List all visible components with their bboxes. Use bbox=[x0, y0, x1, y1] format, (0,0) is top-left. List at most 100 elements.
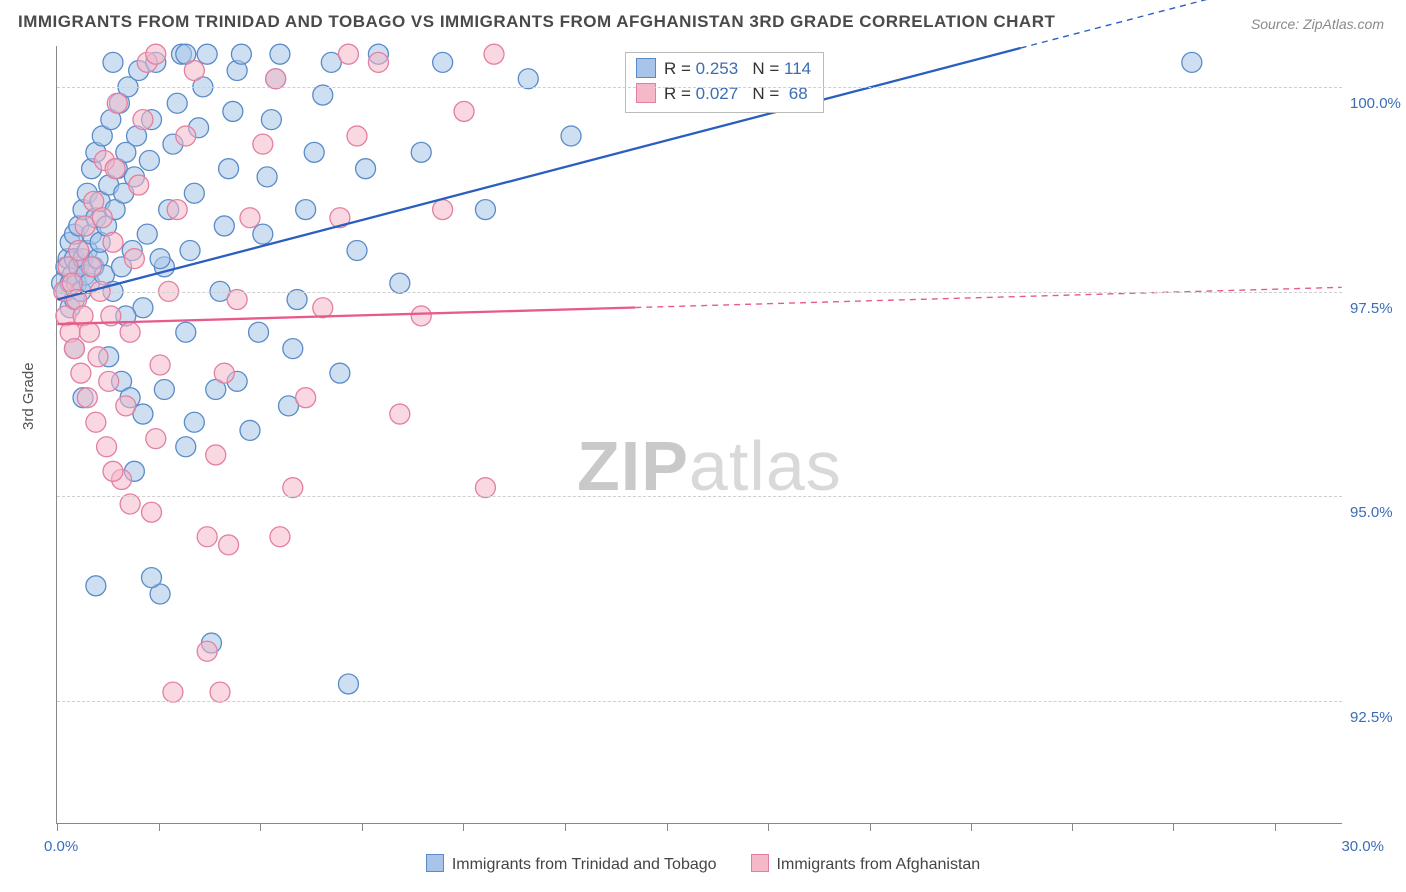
scatter-point bbox=[411, 306, 431, 326]
x-tick bbox=[362, 823, 363, 831]
scatter-point bbox=[163, 682, 183, 702]
scatter-point bbox=[180, 240, 200, 260]
scatter-point bbox=[433, 200, 453, 220]
scatter-point bbox=[184, 61, 204, 81]
scatter-point bbox=[137, 224, 157, 244]
stats-row: R = 0.253 N = 114 bbox=[636, 57, 811, 82]
scatter-point bbox=[433, 52, 453, 72]
stats-text: R = 0.253 N = 114 bbox=[664, 59, 811, 78]
scatter-point bbox=[88, 347, 108, 367]
scatter-point bbox=[219, 535, 239, 555]
scatter-point bbox=[253, 224, 273, 244]
scatter-point bbox=[283, 478, 303, 498]
y-tick-label: 92.5% bbox=[1350, 709, 1402, 726]
scatter-point bbox=[390, 404, 410, 424]
scatter-point bbox=[270, 44, 290, 64]
scatter-point bbox=[184, 412, 204, 432]
scatter-point bbox=[146, 44, 166, 64]
gridline-h bbox=[57, 701, 1342, 702]
scatter-point bbox=[368, 52, 388, 72]
x-tick bbox=[768, 823, 769, 831]
scatter-point bbox=[176, 437, 196, 457]
scatter-point bbox=[150, 249, 170, 269]
x-tick bbox=[1173, 823, 1174, 831]
scatter-point bbox=[197, 527, 217, 547]
chart-svg bbox=[57, 46, 1342, 823]
scatter-point bbox=[69, 240, 89, 260]
scatter-point bbox=[231, 44, 251, 64]
scatter-point bbox=[124, 249, 144, 269]
x-tick bbox=[463, 823, 464, 831]
scatter-point bbox=[150, 355, 170, 375]
legend-swatch bbox=[426, 854, 444, 872]
scatter-point bbox=[167, 200, 187, 220]
legend-item: Immigrants from Trinidad and Tobago bbox=[426, 854, 717, 874]
scatter-point bbox=[82, 257, 102, 277]
scatter-point bbox=[167, 93, 187, 113]
scatter-point bbox=[64, 339, 84, 359]
scatter-point bbox=[103, 52, 123, 72]
legend-label: Immigrants from Trinidad and Tobago bbox=[452, 856, 717, 873]
scatter-point bbox=[86, 412, 106, 432]
stats-row: R = 0.027 N = 68 bbox=[636, 82, 811, 107]
scatter-point bbox=[283, 339, 303, 359]
scatter-point bbox=[1182, 52, 1202, 72]
scatter-point bbox=[219, 159, 239, 179]
x-tick bbox=[1072, 823, 1073, 831]
x-tick bbox=[870, 823, 871, 831]
gridline-h bbox=[57, 496, 1342, 497]
y-axis-label: 3rd Grade bbox=[20, 362, 37, 430]
scatter-point bbox=[146, 429, 166, 449]
x-tick bbox=[57, 823, 58, 831]
scatter-point bbox=[214, 363, 234, 383]
scatter-point bbox=[184, 183, 204, 203]
scatter-point bbox=[103, 461, 123, 481]
x-tick bbox=[565, 823, 566, 831]
scatter-point bbox=[97, 437, 117, 457]
scatter-point bbox=[240, 420, 260, 440]
legend-swatch bbox=[636, 58, 656, 78]
scatter-point bbox=[484, 44, 504, 64]
scatter-point bbox=[133, 110, 153, 130]
scatter-point bbox=[270, 527, 290, 547]
scatter-point bbox=[338, 674, 358, 694]
scatter-point bbox=[347, 240, 367, 260]
y-tick-label: 100.0% bbox=[1350, 95, 1402, 112]
x-tick bbox=[1275, 823, 1276, 831]
scatter-point bbox=[103, 232, 123, 252]
scatter-point bbox=[296, 388, 316, 408]
scatter-point bbox=[176, 322, 196, 342]
scatter-point bbox=[107, 93, 127, 113]
scatter-point bbox=[266, 69, 286, 89]
scatter-point bbox=[86, 576, 106, 596]
scatter-point bbox=[142, 568, 162, 588]
scatter-point bbox=[356, 159, 376, 179]
scatter-point bbox=[129, 175, 149, 195]
scatter-point bbox=[296, 200, 316, 220]
scatter-point bbox=[257, 167, 277, 187]
scatter-point bbox=[561, 126, 581, 146]
scatter-point bbox=[142, 502, 162, 522]
scatter-point bbox=[253, 134, 273, 154]
x-tick bbox=[667, 823, 668, 831]
scatter-point bbox=[411, 142, 431, 162]
scatter-point bbox=[338, 44, 358, 64]
chart-title: IMMIGRANTS FROM TRINIDAD AND TOBAGO VS I… bbox=[18, 12, 1055, 32]
scatter-point bbox=[313, 85, 333, 105]
scatter-point bbox=[454, 101, 474, 121]
y-tick-label: 97.5% bbox=[1350, 300, 1402, 317]
x-tick bbox=[971, 823, 972, 831]
scatter-point bbox=[304, 142, 324, 162]
scatter-point bbox=[79, 322, 99, 342]
scatter-point bbox=[347, 126, 367, 146]
x-axis-max-label: 30.0% bbox=[1341, 838, 1384, 855]
scatter-point bbox=[475, 200, 495, 220]
scatter-point bbox=[210, 682, 230, 702]
scatter-point bbox=[330, 363, 350, 383]
source-attribution: Source: ZipAtlas.com bbox=[1251, 16, 1384, 32]
x-tick bbox=[159, 823, 160, 831]
legend-swatch bbox=[636, 83, 656, 103]
scatter-point bbox=[77, 388, 97, 408]
scatter-point bbox=[92, 208, 112, 228]
scatter-point bbox=[313, 298, 333, 318]
